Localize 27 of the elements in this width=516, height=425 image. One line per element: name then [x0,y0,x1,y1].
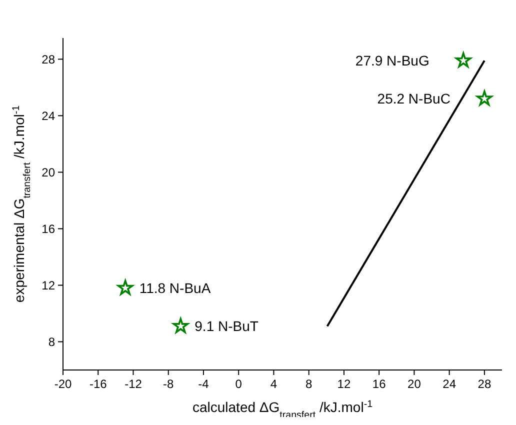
x-tick-label: 8 [305,377,312,391]
x-tick-label: -16 [89,377,108,391]
point [456,52,472,68]
x-tick-label: 4 [270,377,278,391]
y-tick-label: 24 [42,108,56,123]
y-tick-label: 16 [42,222,56,236]
x-tick-label: -4 [198,377,210,391]
x-tick-label: 0 [235,377,242,391]
point [476,90,492,106]
annotation: 11.8 N-BuA [139,280,212,296]
annotation: 9.1 N-BuT [194,318,259,334]
annotation: 25.2 N-BuC [377,90,450,107]
y-tick-label: 20 [42,165,56,180]
x-tick-label: 24 [442,377,456,391]
annotation: 27.9 N-BuG [355,52,430,69]
x-tick-label: -20 [54,377,72,391]
y-tick-label: 12 [42,278,56,292]
x-tick-label: 16 [372,377,386,391]
x-tick-label: -8 [163,377,174,391]
x-tick-label: 20 [408,377,422,391]
x-tick-label: 12 [337,377,351,391]
x-tick-label: 28 [478,377,492,391]
point [117,280,134,295]
y-tick-label: 28 [42,52,56,66]
x-tick-label: -12 [124,377,142,391]
y-tick-label: 8 [48,334,56,349]
point [172,318,189,334]
